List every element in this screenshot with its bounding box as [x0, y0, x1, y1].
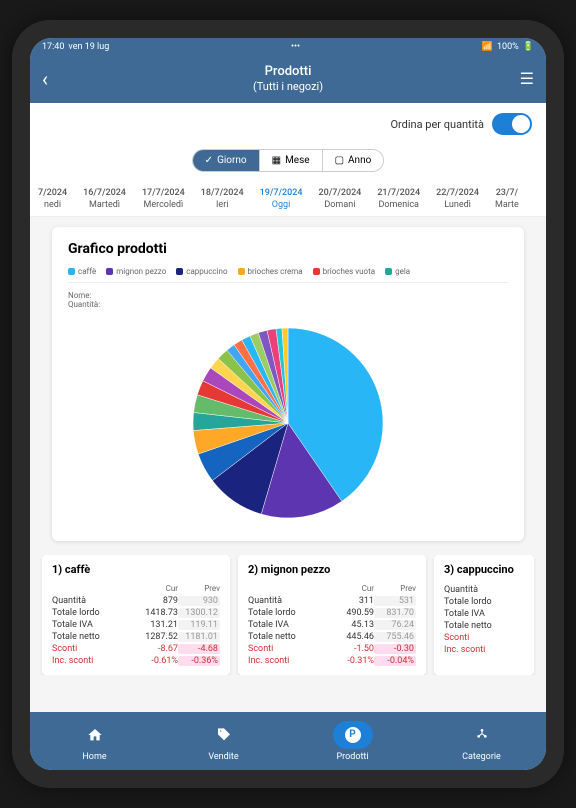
legend-item[interactable]: brioches vuota: [313, 267, 375, 276]
bottom-nav: HomeVenditePProdottiCategorie: [30, 712, 546, 770]
header: ‹ Prodotti (Tutti i negozi) ☰: [30, 56, 546, 103]
status-dots: •••: [291, 42, 300, 52]
chart-title: Grafico prodotti: [68, 241, 508, 257]
content-area: Grafico prodotti caffè mignon pezzo cappuc…: [30, 217, 546, 712]
date-item[interactable]: 20/7/2024Domani: [310, 188, 369, 210]
period-mese[interactable]: ▦Mese: [260, 150, 323, 171]
date-item[interactable]: 21/7/2024Domenica: [369, 188, 428, 210]
legend-item[interactable]: cappuccino: [176, 267, 227, 276]
status-bar: 17:40 ven 19 lug ••• 📶 100% 🔋: [30, 38, 546, 56]
page-subtitle: (Tutti i negozi): [66, 80, 510, 93]
products-row[interactable]: 1) caffèCurPrev Quantità879930 Totale lo…: [38, 555, 538, 675]
legend-item[interactable]: mignon pezzo: [106, 267, 166, 276]
sort-row: Ordina per quantità: [30, 103, 546, 145]
pie-chart[interactable]: [188, 323, 388, 523]
nav-vendite[interactable]: Vendite: [159, 712, 288, 770]
date-item[interactable]: 17/7/2024Mercoledì: [134, 188, 193, 210]
nav-categorie[interactable]: Categorie: [417, 712, 546, 770]
date-item[interactable]: 7/2024nedi: [30, 188, 75, 210]
date-item[interactable]: 22/7/2024Lunedì: [428, 188, 487, 210]
back-button[interactable]: ‹: [42, 67, 66, 91]
product-card[interactable]: 2) mignon pezzoCurPrev Quantità311531 To…: [238, 555, 426, 675]
legend-item[interactable]: gela: [385, 267, 410, 276]
date-item[interactable]: 19/7/2024Oggi: [252, 188, 311, 210]
sort-toggle[interactable]: [492, 113, 532, 135]
chart-info: Nome: Quantità:: [68, 291, 508, 309]
sort-label: Ordina per quantità: [390, 118, 484, 131]
menu-button[interactable]: ☰: [510, 69, 534, 88]
period-anno[interactable]: ▢Anno: [323, 150, 384, 171]
chart-nome-label: Nome:: [68, 291, 508, 300]
date-strip[interactable]: 7/2024nedi16/7/2024Martedì17/7/2024Merco…: [30, 182, 546, 217]
date-item[interactable]: 23/7/Marte: [487, 188, 527, 210]
chart-card: Grafico prodotti caffè mignon pezzo cappuc…: [52, 227, 524, 541]
date-item[interactable]: 16/7/2024Martedì: [75, 188, 134, 210]
page-title: Prodotti: [66, 64, 510, 79]
status-time: 17:40: [42, 42, 64, 52]
wifi-icon: 📶: [482, 42, 493, 52]
battery-pct: 100%: [497, 42, 519, 52]
date-item[interactable]: 18/7/2024Ieri: [193, 188, 252, 210]
legend-item[interactable]: brioches crema: [238, 267, 303, 276]
product-card[interactable]: 1) caffèCurPrev Quantità879930 Totale lo…: [42, 555, 230, 675]
status-date: ven 19 lug: [68, 42, 109, 52]
nav-home[interactable]: Home: [30, 712, 159, 770]
legend-item[interactable]: caffè: [68, 267, 96, 276]
chart-qty-label: Quantità:: [68, 300, 508, 309]
nav-prodotti[interactable]: PProdotti: [288, 712, 417, 770]
period-giorno[interactable]: ✓Giorno: [193, 150, 260, 171]
chart-legend: caffè mignon pezzo cappuccino brioches crem…: [68, 267, 508, 283]
battery-icon: 🔋: [523, 42, 534, 52]
product-card[interactable]: 3) cappuccinoQuantità Totale lordo Total…: [434, 555, 534, 675]
period-selector: ✓Giorno▦Mese▢Anno: [30, 145, 546, 182]
